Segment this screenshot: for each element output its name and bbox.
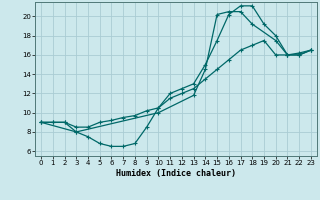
X-axis label: Humidex (Indice chaleur): Humidex (Indice chaleur) (116, 169, 236, 178)
